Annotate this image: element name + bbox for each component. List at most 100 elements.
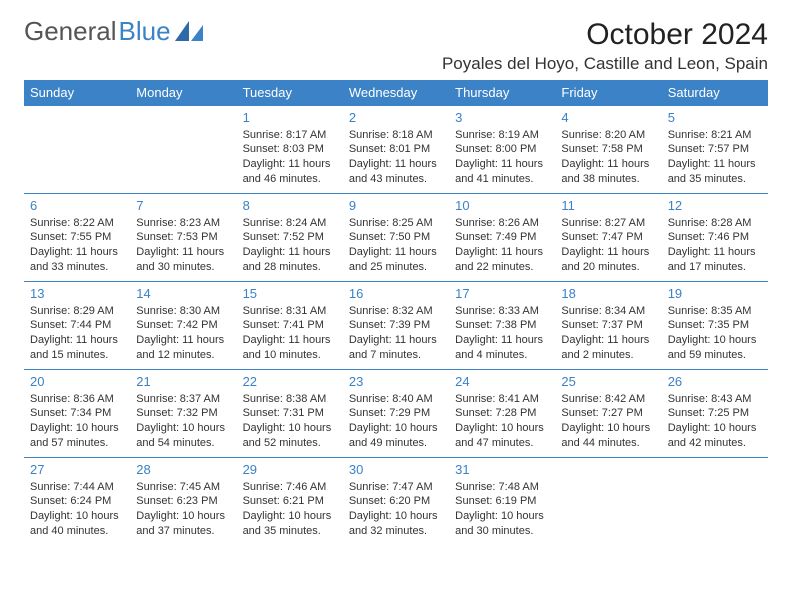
- sunrise-text: Sunrise: 8:28 AM: [668, 216, 762, 231]
- day-number: 4: [561, 109, 655, 127]
- calendar-day-cell: 25Sunrise: 8:42 AMSunset: 7:27 PMDayligh…: [555, 370, 661, 458]
- sunrise-text: Sunrise: 8:22 AM: [30, 216, 124, 231]
- daylight-text: Daylight: 11 hours: [30, 245, 124, 260]
- sunset-text: Sunset: 7:34 PM: [30, 406, 124, 421]
- calendar-day-cell: 21Sunrise: 8:37 AMSunset: 7:32 PMDayligh…: [130, 370, 236, 458]
- calendar-day-cell: 23Sunrise: 8:40 AMSunset: 7:29 PMDayligh…: [343, 370, 449, 458]
- calendar-day-cell: 1Sunrise: 8:17 AMSunset: 8:03 PMDaylight…: [237, 106, 343, 194]
- day-number: 11: [561, 197, 655, 215]
- sunrise-text: Sunrise: 8:40 AM: [349, 392, 443, 407]
- day-number: 18: [561, 285, 655, 303]
- calendar-empty-cell: [555, 458, 661, 546]
- weekday-header-row: SundayMondayTuesdayWednesdayThursdayFrid…: [24, 80, 768, 106]
- daylight-text: Daylight: 10 hours: [455, 509, 549, 524]
- daylight-text: Daylight: 11 hours: [136, 245, 230, 260]
- sunset-text: Sunset: 6:20 PM: [349, 494, 443, 509]
- day-number: 12: [668, 197, 762, 215]
- daylight-text: Daylight: 11 hours: [349, 333, 443, 348]
- daylight-text: and 12 minutes.: [136, 348, 230, 363]
- sunset-text: Sunset: 7:46 PM: [668, 230, 762, 245]
- calendar-day-cell: 30Sunrise: 7:47 AMSunset: 6:20 PMDayligh…: [343, 458, 449, 546]
- daylight-text: and 35 minutes.: [668, 172, 762, 187]
- logo-text-1: General: [24, 18, 117, 44]
- sunrise-text: Sunrise: 7:48 AM: [455, 480, 549, 495]
- sunrise-text: Sunrise: 8:25 AM: [349, 216, 443, 231]
- daylight-text: Daylight: 11 hours: [349, 157, 443, 172]
- sunrise-text: Sunrise: 8:31 AM: [243, 304, 337, 319]
- month-title: October 2024: [442, 18, 768, 52]
- calendar-week-row: 27Sunrise: 7:44 AMSunset: 6:24 PMDayligh…: [24, 458, 768, 546]
- daylight-text: and 32 minutes.: [349, 524, 443, 539]
- daylight-text: and 22 minutes.: [455, 260, 549, 275]
- sunrise-text: Sunrise: 7:44 AM: [30, 480, 124, 495]
- calendar-day-cell: 28Sunrise: 7:45 AMSunset: 6:23 PMDayligh…: [130, 458, 236, 546]
- sunset-text: Sunset: 8:03 PM: [243, 142, 337, 157]
- sunrise-text: Sunrise: 8:20 AM: [561, 128, 655, 143]
- daylight-text: Daylight: 10 hours: [349, 509, 443, 524]
- sunrise-text: Sunrise: 8:34 AM: [561, 304, 655, 319]
- calendar-day-cell: 6Sunrise: 8:22 AMSunset: 7:55 PMDaylight…: [24, 194, 130, 282]
- daylight-text: and 43 minutes.: [349, 172, 443, 187]
- calendar-day-cell: 5Sunrise: 8:21 AMSunset: 7:57 PMDaylight…: [662, 106, 768, 194]
- sunrise-text: Sunrise: 8:30 AM: [136, 304, 230, 319]
- sunset-text: Sunset: 7:37 PM: [561, 318, 655, 333]
- weekday-header: Tuesday: [237, 80, 343, 106]
- daylight-text: Daylight: 10 hours: [243, 509, 337, 524]
- sunset-text: Sunset: 7:55 PM: [30, 230, 124, 245]
- sunrise-text: Sunrise: 8:42 AM: [561, 392, 655, 407]
- calendar-table: SundayMondayTuesdayWednesdayThursdayFrid…: [24, 80, 768, 546]
- calendar-day-cell: 10Sunrise: 8:26 AMSunset: 7:49 PMDayligh…: [449, 194, 555, 282]
- day-number: 6: [30, 197, 124, 215]
- sunset-text: Sunset: 7:28 PM: [455, 406, 549, 421]
- calendar-day-cell: 19Sunrise: 8:35 AMSunset: 7:35 PMDayligh…: [662, 282, 768, 370]
- sunset-text: Sunset: 7:25 PM: [668, 406, 762, 421]
- day-number: 19: [668, 285, 762, 303]
- day-number: 16: [349, 285, 443, 303]
- daylight-text: and 15 minutes.: [30, 348, 124, 363]
- calendar-day-cell: 31Sunrise: 7:48 AMSunset: 6:19 PMDayligh…: [449, 458, 555, 546]
- daylight-text: and 44 minutes.: [561, 436, 655, 451]
- sunset-text: Sunset: 7:49 PM: [455, 230, 549, 245]
- weekday-header: Wednesday: [343, 80, 449, 106]
- day-number: 29: [243, 461, 337, 479]
- weekday-header: Friday: [555, 80, 661, 106]
- day-number: 10: [455, 197, 549, 215]
- daylight-text: and 42 minutes.: [668, 436, 762, 451]
- daylight-text: and 52 minutes.: [243, 436, 337, 451]
- sunrise-text: Sunrise: 8:21 AM: [668, 128, 762, 143]
- day-number: 31: [455, 461, 549, 479]
- calendar-week-row: 1Sunrise: 8:17 AMSunset: 8:03 PMDaylight…: [24, 106, 768, 194]
- sunrise-text: Sunrise: 8:37 AM: [136, 392, 230, 407]
- location: Poyales del Hoyo, Castille and Leon, Spa…: [442, 54, 768, 74]
- sunrise-text: Sunrise: 8:38 AM: [243, 392, 337, 407]
- sunset-text: Sunset: 7:50 PM: [349, 230, 443, 245]
- day-number: 5: [668, 109, 762, 127]
- sunrise-text: Sunrise: 8:18 AM: [349, 128, 443, 143]
- day-number: 8: [243, 197, 337, 215]
- daylight-text: Daylight: 11 hours: [455, 157, 549, 172]
- day-number: 17: [455, 285, 549, 303]
- calendar-day-cell: 9Sunrise: 8:25 AMSunset: 7:50 PMDaylight…: [343, 194, 449, 282]
- day-number: 9: [349, 197, 443, 215]
- daylight-text: and 57 minutes.: [30, 436, 124, 451]
- calendar-week-row: 20Sunrise: 8:36 AMSunset: 7:34 PMDayligh…: [24, 370, 768, 458]
- calendar-day-cell: 8Sunrise: 8:24 AMSunset: 7:52 PMDaylight…: [237, 194, 343, 282]
- day-number: 25: [561, 373, 655, 391]
- daylight-text: Daylight: 10 hours: [243, 421, 337, 436]
- calendar-day-cell: 20Sunrise: 8:36 AMSunset: 7:34 PMDayligh…: [24, 370, 130, 458]
- daylight-text: Daylight: 10 hours: [30, 509, 124, 524]
- day-number: 15: [243, 285, 337, 303]
- day-number: 3: [455, 109, 549, 127]
- calendar-day-cell: 7Sunrise: 8:23 AMSunset: 7:53 PMDaylight…: [130, 194, 236, 282]
- calendar-day-cell: 2Sunrise: 8:18 AMSunset: 8:01 PMDaylight…: [343, 106, 449, 194]
- daylight-text: and 17 minutes.: [668, 260, 762, 275]
- daylight-text: and 41 minutes.: [455, 172, 549, 187]
- sunset-text: Sunset: 7:44 PM: [30, 318, 124, 333]
- daylight-text: Daylight: 10 hours: [455, 421, 549, 436]
- daylight-text: and 54 minutes.: [136, 436, 230, 451]
- calendar-day-cell: 17Sunrise: 8:33 AMSunset: 7:38 PMDayligh…: [449, 282, 555, 370]
- sunset-text: Sunset: 7:41 PM: [243, 318, 337, 333]
- sunset-text: Sunset: 7:47 PM: [561, 230, 655, 245]
- logo: GeneralBlue: [24, 18, 203, 44]
- sunrise-text: Sunrise: 7:45 AM: [136, 480, 230, 495]
